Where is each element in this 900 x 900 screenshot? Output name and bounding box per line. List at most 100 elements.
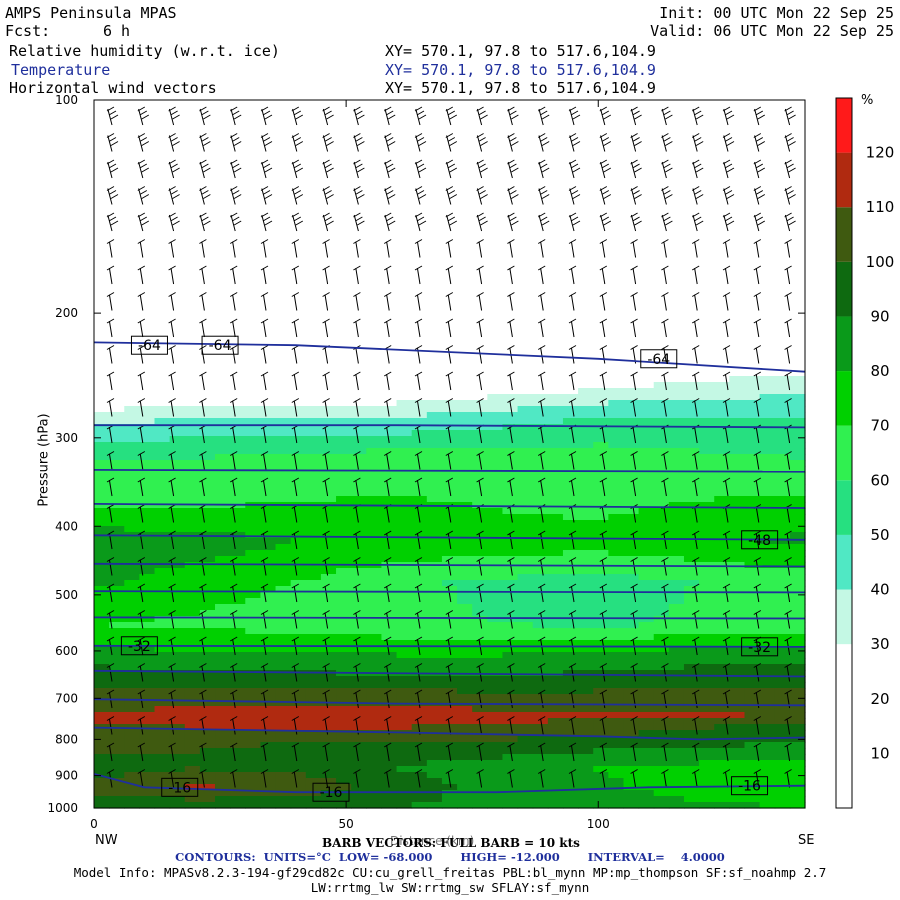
wind-barb: [537, 530, 546, 550]
rh-cell: [184, 742, 201, 749]
colorbar-segment: [836, 207, 852, 262]
rh-cell: [109, 802, 125, 809]
rh-cell: [457, 400, 473, 407]
rh-cell: [109, 526, 125, 533]
rh-cell: [169, 724, 186, 731]
rh-cell: [230, 508, 246, 515]
rh-cell: [608, 622, 625, 629]
rh-cell: [215, 724, 231, 731]
wind-barb: [507, 583, 515, 603]
rh-cell: [457, 514, 473, 521]
rh-cell: [275, 688, 292, 695]
rh-cell: [441, 634, 458, 641]
rh-cell: [94, 436, 110, 443]
rh-cell: [593, 760, 609, 767]
rh-cell: [230, 748, 246, 755]
rh-cell: [653, 544, 670, 551]
wind-barb: [445, 398, 454, 417]
rh-cell: [487, 634, 504, 641]
rh-cell: [426, 406, 443, 413]
wind-barb: [291, 769, 300, 788]
rh-cell: [608, 424, 625, 431]
rh-cell: [154, 610, 171, 617]
rh-cell: [441, 772, 458, 779]
rh-cell: [169, 460, 186, 467]
rh-cell: [366, 430, 383, 437]
colorbar-segment: [836, 589, 852, 645]
rh-cell: [653, 454, 670, 461]
rh-cell: [199, 754, 216, 761]
rh-cell: [714, 700, 730, 707]
rh-cell: [517, 574, 534, 581]
rh-cell: [457, 436, 473, 443]
rh-cell: [623, 766, 640, 773]
rh-cell: [154, 406, 171, 413]
rh-cell: [608, 412, 625, 419]
rh-cell: [623, 526, 640, 533]
rh-cell: [487, 658, 504, 665]
rh-cell: [457, 430, 473, 437]
colorbar-unit: %: [861, 93, 873, 108]
rh-cell: [623, 658, 640, 665]
wind-barb: [568, 133, 581, 152]
rh-cell: [638, 526, 655, 533]
wind-barb: [661, 159, 673, 179]
rh-cell: [457, 658, 473, 665]
colorbar-tick-label: 20: [870, 690, 889, 708]
wind-barb: [353, 186, 365, 205]
rh-cell: [774, 394, 791, 401]
rh-cell: [729, 418, 746, 425]
rh-cell: [774, 580, 791, 587]
rh-cell: [230, 568, 246, 575]
wind-barb: [383, 159, 396, 179]
rh-cell: [562, 622, 579, 629]
rh-cell: [245, 508, 262, 515]
rh-cell: [532, 598, 549, 605]
wind-barb: [599, 398, 608, 417]
rh-cell: [275, 568, 292, 575]
rh-cell: [351, 550, 367, 557]
rh-cell: [608, 568, 625, 575]
rh-cell: [169, 790, 186, 797]
rh-cell: [441, 790, 458, 797]
rh-cell: [154, 412, 171, 419]
rh-cell: [653, 790, 670, 797]
rh-cell: [320, 550, 337, 557]
rh-cell: [336, 730, 352, 737]
rh-cell: [714, 640, 730, 647]
rh-cell: [199, 700, 216, 707]
rh-cell: [94, 748, 110, 755]
rh-cell: [336, 724, 352, 731]
rh-cell: [714, 724, 730, 731]
rh-cell: [275, 616, 292, 623]
rh-cell: [774, 532, 791, 539]
rh-cell: [169, 700, 186, 707]
rh-cell: [714, 670, 730, 677]
rh-cell: [169, 580, 186, 587]
rh-cell: [94, 670, 110, 677]
rh-cell: [154, 562, 171, 569]
rh-cell: [638, 652, 655, 659]
rh-cell: [472, 598, 488, 605]
wind-barb: [568, 398, 577, 417]
rh-cell: [305, 688, 322, 695]
wind-barb: [353, 371, 361, 391]
rh-cell: [517, 760, 534, 767]
rh-cell: [139, 544, 156, 551]
rh-cell: [729, 532, 746, 539]
wind-barb: [476, 159, 488, 179]
rh-cell: [366, 730, 383, 737]
wind-barb: [691, 451, 700, 470]
rh-cell: [245, 466, 262, 473]
wind-barb: [383, 239, 392, 258]
rh-cell: [245, 772, 262, 779]
rh-cell: [774, 790, 791, 797]
rh-cell: [169, 766, 186, 773]
rh-cell: [351, 736, 367, 743]
rh-cell: [290, 754, 307, 761]
rh-cell: [290, 772, 307, 779]
rh-cell: [578, 754, 594, 761]
rh-cell: [714, 658, 730, 665]
rh-cell: [154, 694, 171, 701]
rh-cell: [668, 388, 685, 395]
